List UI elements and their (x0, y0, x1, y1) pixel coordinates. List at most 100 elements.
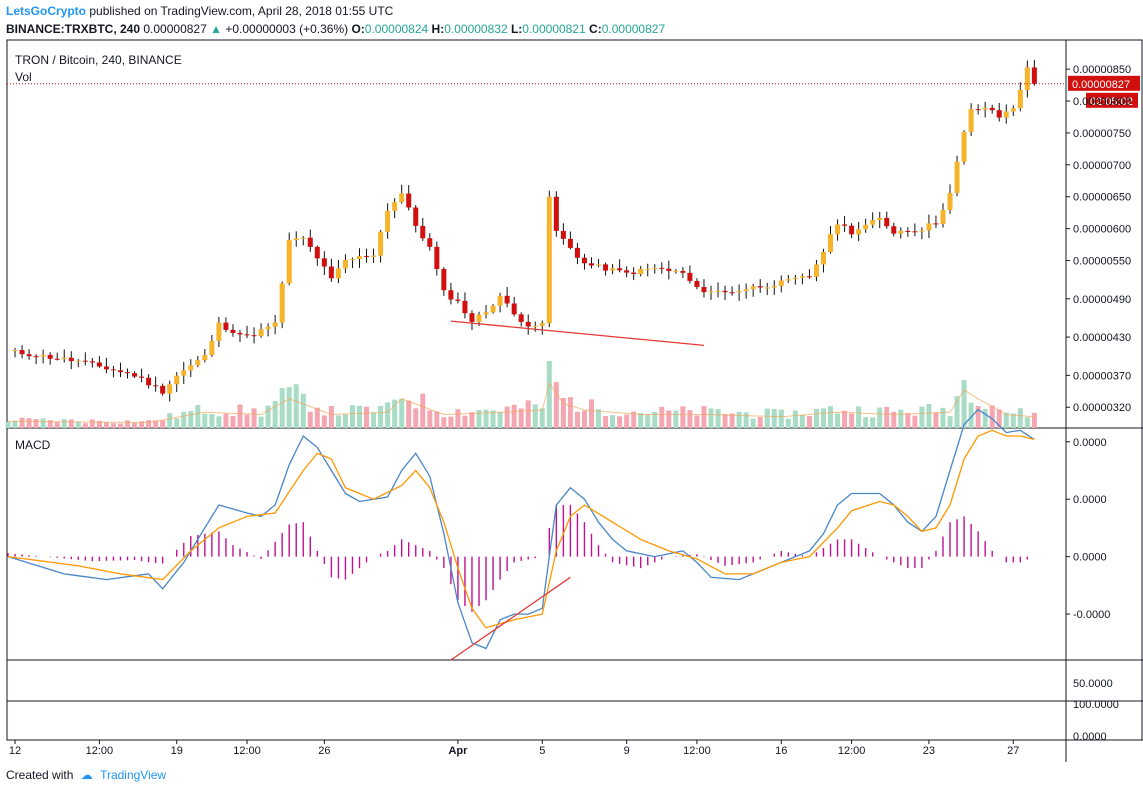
candle-body (223, 322, 229, 330)
candle-body (940, 210, 946, 224)
low-label: L: (510, 22, 523, 36)
volume-bar (75, 421, 81, 428)
high-value: 0.00000832 (444, 22, 508, 36)
candle-body (877, 217, 883, 221)
open-label: O: (351, 22, 365, 36)
candle-body (258, 329, 264, 336)
volume-bar (764, 408, 770, 428)
candle-body (202, 355, 208, 361)
volume-bar (771, 408, 777, 428)
volume-bar (258, 416, 264, 428)
axes: 0.00000850 0.00000800 0.00000750 0.00000700… (9, 64, 1131, 757)
volume-bar (729, 413, 735, 428)
volume-bar (891, 411, 897, 428)
volume-bar (462, 415, 468, 428)
volume-bar (785, 418, 791, 428)
time-tick-label: 19 (171, 745, 183, 757)
volume-bar (195, 405, 201, 428)
candle-body (863, 224, 869, 230)
volume-bar (947, 416, 953, 428)
volume-bar (230, 416, 236, 428)
macd-trendline (450, 576, 571, 661)
volume-bar (378, 406, 384, 428)
volume-bar (167, 413, 173, 428)
created-with-text: Created with (6, 768, 74, 782)
volume-bar (448, 416, 454, 428)
volume-bar (560, 397, 566, 428)
volume-bar (511, 404, 517, 428)
candle-body (1031, 67, 1037, 84)
candle-body (279, 283, 285, 323)
candle-body (300, 237, 306, 239)
volume-bar (961, 380, 967, 428)
candle-body (799, 276, 805, 278)
volume-bar (202, 413, 208, 428)
volume-bar (89, 419, 95, 428)
candle-body (230, 329, 236, 333)
chart-border (6, 39, 1143, 741)
candle-body (476, 314, 482, 322)
candle-body (617, 268, 623, 271)
candle-body (413, 207, 419, 226)
macd-tick-label: 0.0000 (1073, 552, 1107, 564)
volume-bar (954, 396, 960, 428)
volume-bar (82, 423, 88, 428)
candle-body (54, 358, 60, 360)
volume-bar (757, 417, 763, 428)
price-tick-label: 0.00000490 (1073, 294, 1131, 306)
volume-label: Vol (15, 70, 32, 84)
macd-line (7, 408, 1035, 650)
candle-body (954, 161, 960, 194)
candle-body (722, 290, 728, 293)
volume-bar (680, 406, 686, 428)
candle-body (567, 238, 573, 248)
candle-body (588, 263, 594, 266)
candle-body (553, 196, 559, 231)
tradingview-brand[interactable]: TradingView (100, 768, 167, 782)
volume-bars (5, 361, 1037, 428)
candle-body (328, 266, 334, 279)
volume-bar (842, 410, 848, 428)
volume-bar (820, 408, 826, 428)
candle-body (856, 229, 862, 235)
main-pane-title: TRON / Bitcoin, 240, BINANCE (15, 53, 182, 67)
candle-body (89, 361, 95, 363)
volume-bar (314, 407, 320, 428)
author-link[interactable]: LetsGoCrypto (6, 4, 87, 18)
candle-body (785, 279, 791, 281)
candle-body (680, 270, 686, 273)
volume-bar (926, 404, 932, 428)
volume-bar (371, 412, 377, 428)
candle-body (371, 255, 377, 257)
candle-body (842, 224, 848, 226)
candle-body (659, 267, 665, 269)
volume-bar (799, 414, 805, 428)
candle-body (764, 287, 770, 289)
candle-body (701, 287, 707, 293)
chart-frame (6, 39, 1143, 762)
candle-body (364, 256, 370, 258)
price-trendline (450, 320, 705, 347)
price-tick-label: 0.00000650 (1073, 192, 1131, 204)
candle-body (504, 295, 510, 304)
candle-body (518, 314, 524, 322)
candle-body (19, 350, 25, 355)
volume-bar (272, 400, 278, 428)
volume-bar (870, 417, 876, 428)
candle-body (870, 220, 876, 225)
volume-bar (884, 406, 890, 428)
candle-body (26, 354, 32, 357)
volume-bar (778, 409, 784, 428)
volume-bar (286, 387, 292, 428)
volume-bar (364, 406, 370, 428)
candle-body (188, 365, 194, 371)
tradingview-logo-icon[interactable]: ☁ (80, 768, 93, 782)
volume-bar (1024, 417, 1030, 428)
volume-bar (1010, 413, 1016, 428)
volume-bar (244, 414, 250, 428)
candle-body (497, 295, 503, 306)
candle-body (539, 323, 545, 326)
volume-bar (33, 419, 39, 428)
price-tick-label: 0.00000320 (1073, 402, 1131, 414)
